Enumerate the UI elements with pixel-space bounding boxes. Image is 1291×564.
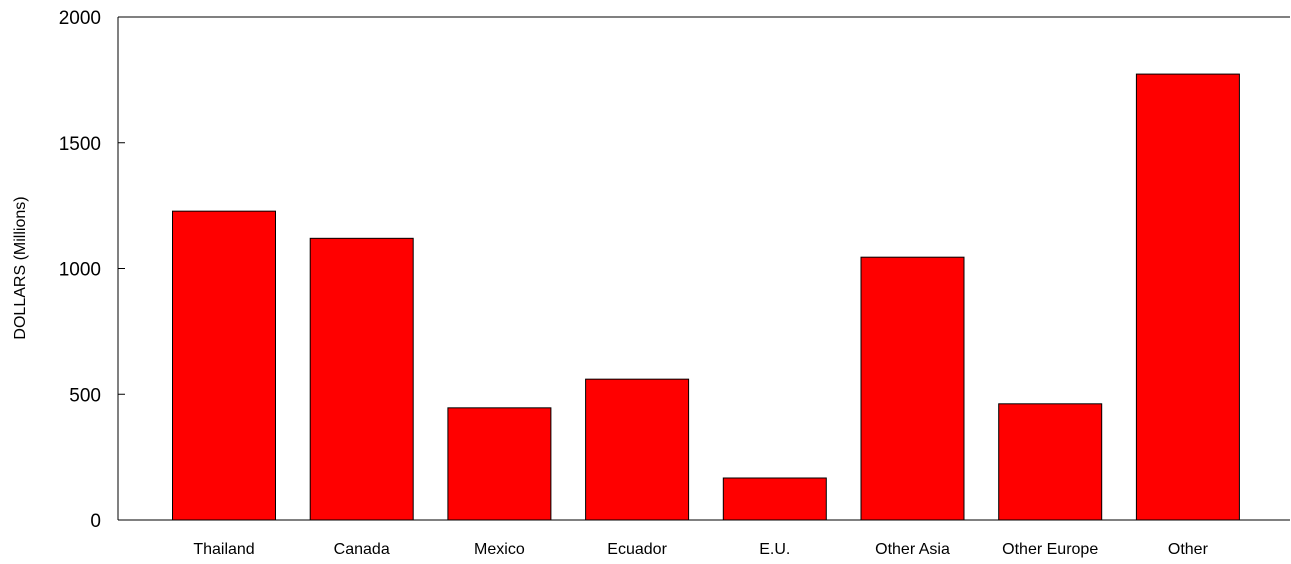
x-axis-labels: Thailand Canada Mexico Ecuador E.U. Other Asi… xyxy=(193,541,1208,558)
bar-thailand xyxy=(172,210,276,521)
bar-canada xyxy=(309,237,414,521)
x-tick-label: Canada xyxy=(334,541,390,558)
y-tick-label: 1500 xyxy=(59,134,101,155)
y-tick-label: 1000 xyxy=(59,260,101,281)
bars xyxy=(172,73,1240,521)
y-tick-label: 0 xyxy=(90,511,101,532)
bar-e-u xyxy=(722,477,827,521)
x-tick-label: Mexico xyxy=(474,541,525,558)
x-tick-label: Other xyxy=(1168,541,1209,558)
y-tick-label: 500 xyxy=(69,385,101,406)
bar-ecuador xyxy=(585,378,690,521)
y-axis-title: DOLLARS (Millions) xyxy=(12,196,29,339)
bar-other-asia xyxy=(860,256,965,521)
x-tick-label: E.U. xyxy=(759,541,790,558)
bar-other xyxy=(1135,73,1240,521)
plot-frame xyxy=(117,16,1290,521)
x-tick-label: Other Europe xyxy=(1002,541,1098,558)
y-tick-label: 2000 xyxy=(59,8,101,29)
bar-mexico xyxy=(447,407,552,521)
y-axis-ticks: 0 500 1000 1500 2000 xyxy=(59,8,125,532)
x-tick-label: Other Asia xyxy=(875,541,950,558)
bar-other-europe xyxy=(998,403,1103,521)
x-tick-label: Ecuador xyxy=(607,541,667,558)
x-tick-label: Thailand xyxy=(193,541,254,558)
